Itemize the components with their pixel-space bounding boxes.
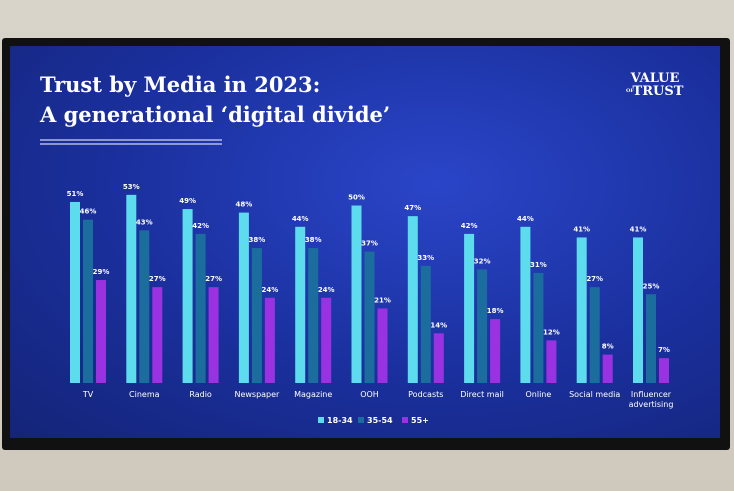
bar xyxy=(589,287,600,383)
value-label: 38% xyxy=(305,236,322,244)
bar xyxy=(477,269,488,383)
bar xyxy=(96,280,106,383)
value-label: 29% xyxy=(93,268,110,276)
value-label: 50% xyxy=(348,194,365,202)
value-label: 24% xyxy=(318,286,335,294)
value-label: 42% xyxy=(192,222,209,230)
bar xyxy=(83,219,93,383)
bar xyxy=(407,216,418,383)
x-tick-label: Influencer advertising xyxy=(629,390,674,409)
value-label: 48% xyxy=(236,201,253,209)
bar xyxy=(546,340,557,383)
bar xyxy=(602,354,613,383)
bar xyxy=(364,251,375,383)
value-label: 21% xyxy=(374,296,391,304)
legend-swatch xyxy=(358,417,364,423)
value-label: 41% xyxy=(573,225,590,233)
value-label: 51% xyxy=(67,190,84,198)
bar xyxy=(126,194,137,383)
bar xyxy=(576,237,587,383)
x-tick-label: Social media xyxy=(569,390,620,399)
value-label: 37% xyxy=(361,240,378,248)
x-tick-label: TV xyxy=(82,390,94,399)
bar xyxy=(377,308,388,383)
bar xyxy=(659,358,669,383)
x-tick-label: Radio xyxy=(189,390,212,399)
value-label: 8% xyxy=(602,343,614,351)
bar xyxy=(152,287,163,383)
legend-swatch xyxy=(402,417,408,423)
value-label: 41% xyxy=(630,225,647,233)
value-label: 49% xyxy=(179,197,196,205)
chart-subtitle: A generational ‘digital divide’ xyxy=(39,102,390,127)
bar xyxy=(321,297,332,383)
bar xyxy=(464,233,475,383)
value-label: 7% xyxy=(658,346,670,354)
x-tick-label: Newspaper xyxy=(234,390,280,399)
value-label: 32% xyxy=(474,257,491,265)
value-label: 14% xyxy=(430,321,447,329)
bar xyxy=(433,333,444,383)
x-tick-label: Direct mail xyxy=(460,390,504,399)
value-label: 31% xyxy=(530,261,547,269)
legend-label: 18-34 xyxy=(327,416,353,425)
bar xyxy=(295,226,306,383)
bar xyxy=(70,201,80,383)
bar xyxy=(490,319,501,383)
value-label: 33% xyxy=(417,254,434,262)
value-label: 38% xyxy=(249,236,266,244)
value-label: 46% xyxy=(80,208,97,216)
legend-label: 35-54 xyxy=(367,416,393,425)
chart-title: Trust by Media in 2023: xyxy=(40,72,320,97)
x-tick-label: Online xyxy=(525,390,551,399)
value-label: 18% xyxy=(487,307,504,315)
logo-text: OF xyxy=(626,88,634,94)
bar xyxy=(238,212,249,383)
x-tick-label: Cinema xyxy=(129,390,160,399)
bar xyxy=(264,297,275,383)
bar xyxy=(351,205,362,383)
logo-text: VALUE xyxy=(630,71,680,86)
value-label: 44% xyxy=(292,215,309,223)
value-label: 24% xyxy=(262,286,279,294)
value-label: 47% xyxy=(404,204,421,212)
bar xyxy=(308,248,319,383)
bar xyxy=(208,287,219,383)
x-tick-label: OOH xyxy=(360,390,379,399)
bar xyxy=(520,226,531,383)
bar xyxy=(420,265,431,383)
value-label: 27% xyxy=(149,275,166,283)
value-label: 42% xyxy=(461,222,478,230)
logo-text: TRUST xyxy=(633,84,684,99)
value-label: 25% xyxy=(643,282,660,290)
bar xyxy=(633,237,643,383)
x-tick-label: Magazine xyxy=(294,390,332,399)
value-label: 44% xyxy=(517,215,534,223)
legend-label: 55+ xyxy=(411,416,429,425)
legend-swatch xyxy=(318,417,324,423)
value-label: 27% xyxy=(205,275,222,283)
value-label: 27% xyxy=(586,275,603,283)
value-label: 43% xyxy=(136,218,153,226)
bar xyxy=(646,294,656,383)
value-label: 12% xyxy=(543,328,560,336)
bar xyxy=(251,248,262,383)
x-tick-label: Podcasts xyxy=(408,390,443,399)
bar xyxy=(533,272,544,383)
value-label: 53% xyxy=(123,183,140,191)
bar xyxy=(195,233,206,383)
bar xyxy=(139,230,150,383)
bar xyxy=(182,209,193,383)
